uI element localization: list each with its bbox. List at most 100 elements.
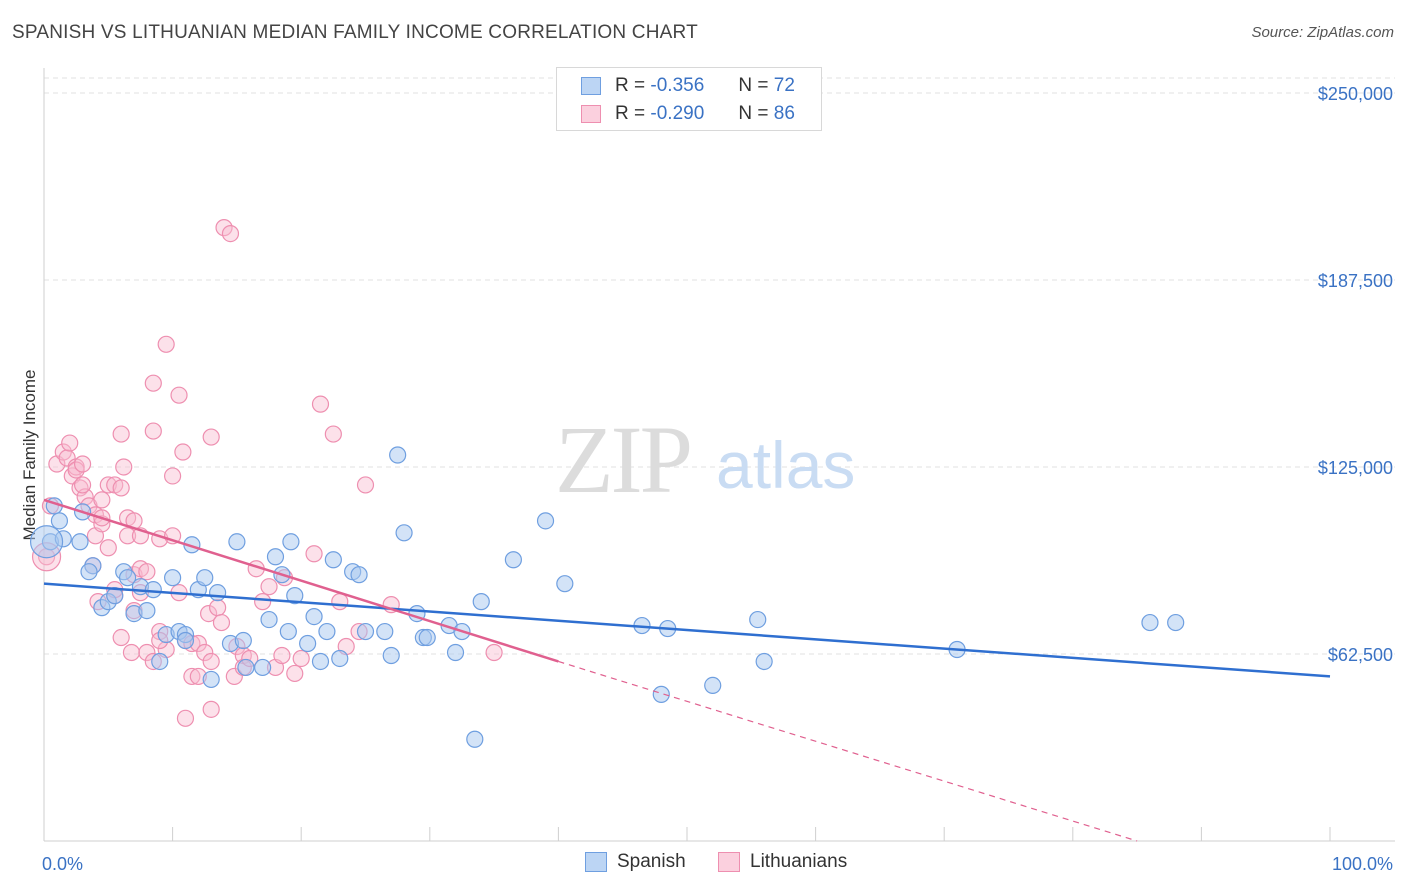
axes bbox=[43, 68, 1395, 842]
chart-title: SPANISH VS LITHUANIAN MEDIAN FAMILY INCO… bbox=[12, 22, 698, 43]
lithuanian-point bbox=[292, 649, 310, 668]
y-tick-label: $125,000 bbox=[1318, 458, 1393, 478]
legend-r-label: R = bbox=[615, 75, 646, 96]
spanish-point bbox=[202, 670, 220, 689]
lithuanian-point bbox=[138, 643, 156, 662]
lithuanian-point bbox=[209, 599, 227, 617]
lithuanian-point bbox=[99, 476, 117, 494]
spanish-point bbox=[324, 551, 342, 569]
lithuanian-point bbox=[212, 613, 231, 632]
x-tick-label: 0.0% bbox=[42, 854, 83, 874]
lithuanian-point bbox=[67, 461, 85, 479]
spanish-point bbox=[536, 512, 555, 530]
legend-row-spanish: R = -0.356 N = 72 bbox=[581, 73, 795, 99]
spanish-point bbox=[472, 593, 490, 611]
spanish-point bbox=[118, 569, 137, 587]
lithuanian-point bbox=[138, 563, 156, 581]
spanish-point bbox=[228, 533, 246, 551]
spanish-point bbox=[446, 643, 465, 662]
series-swatch-lithuanians bbox=[718, 852, 740, 872]
spanish-point bbox=[311, 652, 330, 671]
lithuanian-point bbox=[122, 643, 141, 662]
lithuanian-point bbox=[176, 709, 195, 727]
spanish-trend-line bbox=[43, 582, 1331, 678]
spanish-point bbox=[356, 622, 375, 641]
series-legend-lithuanians[interactable]: Lithuanians bbox=[718, 851, 847, 873]
legend-r-label: R = bbox=[615, 103, 646, 124]
spanish-point bbox=[286, 587, 304, 605]
lithuanian-point bbox=[174, 443, 192, 461]
x-tick-label: 100.0% bbox=[1332, 854, 1393, 874]
lithuanians-trend-extension bbox=[558, 660, 1138, 842]
legend-swatch-lithuanians bbox=[581, 105, 601, 123]
correlation-legend: R = -0.356 N = 72 R = -0.290 N = 86 bbox=[556, 67, 822, 131]
lithuanian-point bbox=[221, 224, 240, 243]
spanish-point bbox=[234, 631, 252, 650]
lithuanian-point bbox=[112, 628, 130, 647]
lithuanian-point bbox=[144, 422, 162, 440]
lithuanian-point bbox=[305, 545, 323, 563]
lithuanian-point bbox=[118, 527, 137, 545]
series-legend: Spanish Lithuanians bbox=[0, 851, 1406, 877]
spanish-point bbox=[138, 602, 156, 620]
y-tick-label: $62,500 bbox=[1328, 645, 1393, 665]
lithuanian-point bbox=[273, 646, 291, 665]
spanish-point bbox=[1167, 613, 1185, 632]
spanish-point bbox=[395, 524, 413, 542]
lithuanian-point bbox=[99, 539, 117, 557]
spanish-point bbox=[466, 730, 484, 748]
lithuanian-point bbox=[157, 335, 175, 353]
lithuanians-trend-line bbox=[43, 498, 559, 663]
lithuanian-point bbox=[61, 434, 79, 452]
spanish-points bbox=[29, 446, 1185, 748]
series-legend-spanish[interactable]: Spanish bbox=[585, 851, 686, 873]
spanish-point bbox=[151, 652, 169, 671]
spanish-point bbox=[80, 563, 98, 581]
watermark-atlas: atlas bbox=[716, 428, 855, 502]
lithuanian-point bbox=[324, 425, 342, 443]
spanish-point bbox=[299, 634, 317, 653]
spanish-point bbox=[1141, 613, 1159, 632]
spanish-point bbox=[237, 658, 255, 677]
spanish-point bbox=[164, 569, 182, 587]
lithuanian-point bbox=[202, 652, 220, 671]
lithuanian-point bbox=[73, 476, 92, 494]
lithuanian-point bbox=[112, 425, 130, 443]
y-tick-label: $250,000 bbox=[1318, 84, 1393, 104]
spanish-point bbox=[71, 533, 89, 551]
legend-r-value: -0.356 bbox=[650, 75, 705, 96]
spanish-point bbox=[418, 628, 436, 647]
legend-n-value: 86 bbox=[773, 103, 795, 124]
gridlines bbox=[44, 77, 1395, 655]
spanish-point bbox=[279, 622, 297, 641]
watermark: ZIP atlas bbox=[555, 406, 855, 513]
lithuanian-point bbox=[71, 479, 89, 497]
lithuanian-point bbox=[356, 476, 375, 494]
spanish-point bbox=[29, 525, 64, 559]
lithuanian-point bbox=[260, 578, 278, 596]
lithuanian-point bbox=[170, 386, 188, 404]
lithuanian-point bbox=[196, 643, 214, 662]
lithuanian-point bbox=[254, 593, 272, 611]
x-tick-labels: 0.0% 100.0% bbox=[42, 854, 1393, 874]
lithuanian-point bbox=[485, 643, 503, 662]
series-label-lithuanians: Lithuanians bbox=[750, 851, 848, 872]
source-label: Source: ZipAtlas.com bbox=[1251, 24, 1394, 41]
spanish-point bbox=[382, 646, 400, 665]
legend-n-value: 72 bbox=[773, 75, 795, 96]
lithuanian-point bbox=[311, 395, 330, 413]
lithuanian-point bbox=[115, 458, 133, 476]
y-tick-labels: $62,500 $125,000 $187,500 $250,000 bbox=[1318, 84, 1393, 665]
legend-swatch-spanish bbox=[581, 77, 601, 95]
spanish-point bbox=[755, 652, 773, 671]
watermark-zip: ZIP bbox=[555, 406, 690, 513]
lithuanian-point bbox=[215, 219, 233, 237]
spanish-point bbox=[266, 548, 285, 566]
spanish-point bbox=[144, 581, 162, 599]
spanish-point bbox=[209, 584, 227, 602]
legend-row-lithuanians: R = -0.290 N = 86 bbox=[581, 101, 795, 127]
spanish-point bbox=[254, 658, 272, 677]
lithuanian-point bbox=[73, 455, 92, 473]
spanish-point bbox=[704, 676, 722, 695]
